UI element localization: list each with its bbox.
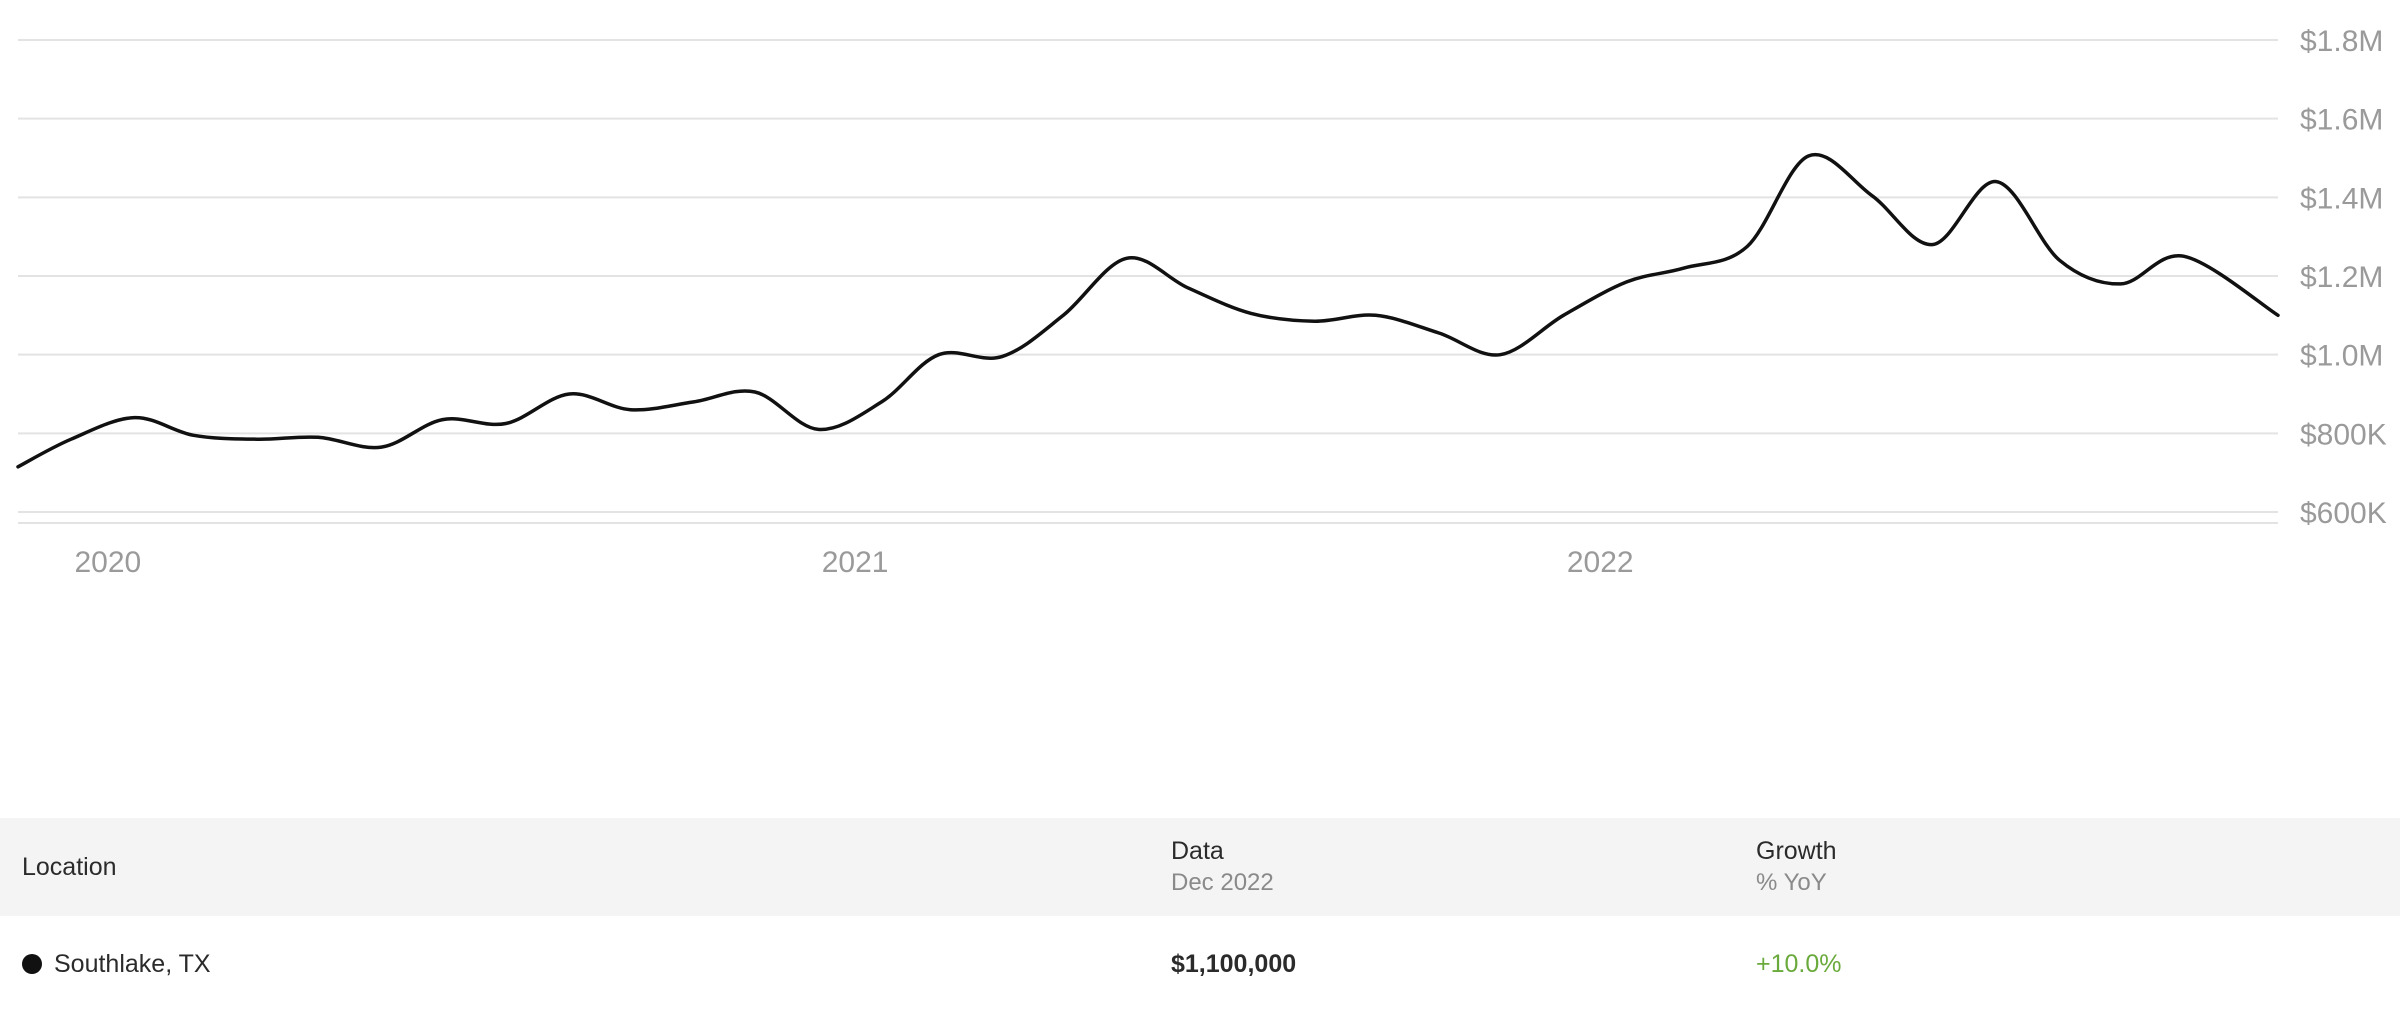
data-point[interactable] (1370, 309, 1382, 321)
header-data-sublabel: Dec 2022 (1171, 869, 1274, 896)
data-point[interactable] (500, 418, 512, 430)
data-point[interactable] (749, 386, 761, 398)
data-point[interactable] (65, 433, 77, 445)
data-point[interactable] (2178, 250, 2190, 262)
header-location: Location (22, 818, 117, 916)
data-point[interactable] (933, 349, 945, 361)
data-point[interactable] (624, 404, 636, 416)
header-data: Data Dec 2022 (1171, 818, 1274, 916)
data-point[interactable] (188, 429, 200, 441)
y-tick-label: $1.4M (2300, 182, 2383, 215)
series-line (16, 152, 2280, 469)
data-point[interactable] (375, 441, 387, 453)
data-point[interactable] (1308, 315, 1320, 327)
y-tick-label: $600K (2300, 497, 2387, 530)
data-point[interactable] (1927, 239, 1939, 251)
y-tick-label: $1.0M (2300, 340, 2383, 373)
header-growth-label: Growth (1756, 837, 1837, 865)
header-growth-sublabel: % YoY (1756, 869, 1827, 896)
y-tick-label: $1.8M (2300, 25, 2383, 58)
data-point[interactable] (876, 396, 888, 408)
table-header: Location Data Dec 2022 Growth % YoY (0, 818, 2400, 916)
data-point[interactable] (437, 414, 449, 426)
data-point[interactable] (563, 388, 575, 400)
data-point[interactable] (128, 412, 140, 424)
y-tick-label: $1.6M (2300, 104, 2383, 137)
data-point[interactable] (1557, 309, 1569, 321)
data-point[interactable] (812, 423, 824, 435)
y-tick-label: $1.2M (2300, 261, 2383, 294)
data-point[interactable] (1121, 252, 1133, 264)
header-data-label: Data (1171, 837, 1224, 865)
data-point[interactable] (1182, 282, 1194, 294)
data-point[interactable] (2054, 254, 2066, 266)
series-dot-icon (22, 954, 42, 974)
line-chart-svg: $1.8M $1.6M $1.4M $1.2M $1.0M $800K $600K 2020 2… (12, 25, 2387, 579)
x-tick-label: 2021 (822, 546, 889, 579)
data-point[interactable] (1057, 309, 1069, 321)
data-point[interactable] (1245, 307, 1257, 319)
data-point[interactable] (1433, 327, 1445, 339)
data-point[interactable] (251, 433, 263, 445)
data-point[interactable] (1621, 276, 1633, 288)
row-growth: +10.0% (1756, 916, 1842, 1012)
data-point[interactable] (12, 461, 24, 473)
data-point[interactable] (1678, 262, 1690, 274)
row-growth-label: +10.0% (1756, 949, 1842, 978)
x-tick-label: 2020 (74, 546, 141, 579)
price-chart: $1.8M $1.6M $1.4M $1.2M $1.0M $800K $600K 2020 2… (12, 25, 2387, 579)
table-row[interactable]: Southlake, TX $1,100,000 +10.0% (0, 916, 2400, 1012)
row-location-label: Southlake, TX (54, 949, 211, 978)
data-point[interactable] (1990, 176, 2002, 188)
data-point[interactable] (2115, 278, 2127, 290)
row-value: $1,100,000 (1171, 916, 1296, 1012)
data-point[interactable] (688, 396, 700, 408)
header-growth: Growth % YoY (1756, 818, 1837, 916)
header-location-label: Location (22, 853, 117, 881)
data-point[interactable] (1741, 241, 1753, 253)
data-point[interactable] (1802, 150, 1814, 162)
data-table: Location Data Dec 2022 Growth % YoY Sout… (0, 818, 2400, 1012)
row-location: Southlake, TX (22, 916, 211, 1012)
y-tick-label: $800K (2300, 418, 2387, 451)
data-point[interactable] (1494, 349, 1506, 361)
row-value-label: $1,100,000 (1171, 949, 1297, 978)
data-point[interactable] (2272, 309, 2284, 321)
data-point[interactable] (312, 431, 324, 443)
data-point[interactable] (996, 351, 1008, 363)
x-tick-label: 2022 (1567, 546, 1634, 579)
data-point[interactable] (1866, 189, 1878, 201)
